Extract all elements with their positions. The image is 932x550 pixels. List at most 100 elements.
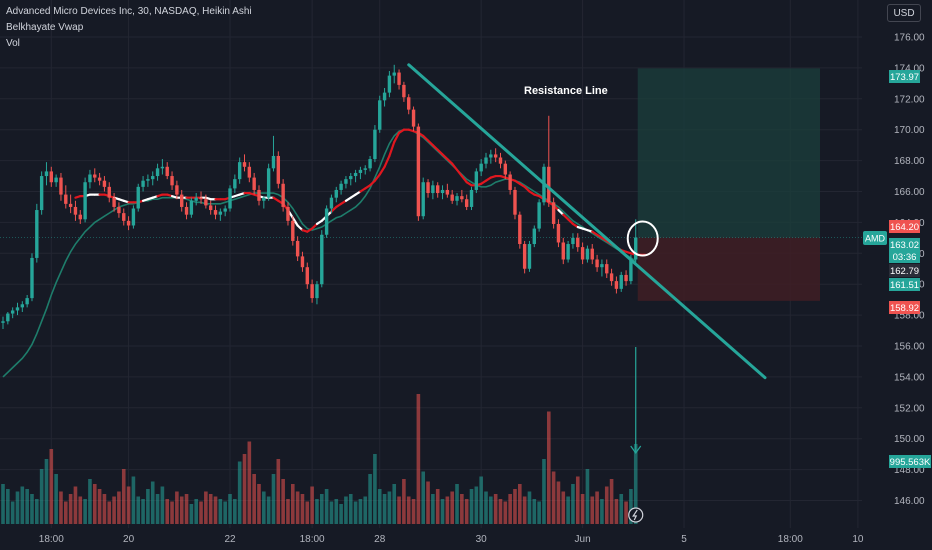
volume-bar [479,476,483,524]
time-tick-label: 20 [123,534,135,545]
volume-bar [450,491,454,524]
volume-bar [469,489,474,524]
time-tick-label: Jun [575,534,591,545]
volume-bar [493,494,498,524]
candle-body [10,310,15,314]
vwap-segment [296,224,304,232]
candle-body [218,211,223,215]
candle-body [237,162,242,180]
volume-bar [595,491,599,524]
symbol-badge [863,231,887,245]
volume-bar [387,491,392,524]
indicator-label[interactable]: Belkhayate Vwap [6,22,84,33]
volume-bar [237,461,242,524]
resistance-trendline[interactable] [407,63,767,380]
volume-bar [97,489,102,524]
volume-bar [571,484,575,524]
volume-bar [44,459,49,524]
volume-bar [59,491,63,524]
candle-body [537,202,541,229]
price-tick-label: 156.00 [894,342,925,353]
target-zone[interactable] [637,68,820,238]
candle-body [271,155,276,169]
volume-bar [353,501,358,524]
price-tick-label: 168.00 [894,156,925,167]
vwap-segment [431,144,439,151]
candle-body [93,174,97,178]
price-label-bg [889,301,920,314]
volume-bar [146,489,150,524]
volume-bar [416,394,421,524]
volume-bar [609,479,614,524]
stop-zone[interactable] [637,237,820,301]
candle-body [349,176,353,180]
time-tick-label: 22 [224,534,236,545]
volume-bar [339,504,343,524]
volume-bar [445,496,450,524]
candle-body [624,274,628,282]
volume-bar [179,496,184,524]
volume-bar [39,469,44,524]
volume-bar [213,496,218,524]
candle-body [527,244,532,269]
time-tick-label: 28 [374,534,386,545]
candle-body [474,171,479,190]
vwap-segment [557,208,565,216]
volume-bar [228,494,232,524]
volume-bar [527,491,532,524]
candle-body [175,185,179,195]
volume-bar [286,499,290,524]
candle-body [136,186,140,209]
candle-body [286,206,290,221]
volume-bar [561,491,566,524]
time-axis[interactable]: 18:00 20 22 18:00 28 30 Jun 5 18:00 10 [39,534,864,545]
volume-bar [508,494,512,524]
candle-body [295,240,300,257]
vwap-segment [291,216,299,227]
volume-bar [54,474,58,524]
resistance-label: Resistance Line [524,85,608,97]
volume-bar [551,471,556,524]
volume-bar [348,494,353,524]
time-tick-label: 18:00 [778,534,803,545]
candle-body [392,72,396,76]
volume-bar [474,486,479,524]
candle-body [199,197,203,200]
price-tick-label: 150.00 [894,434,925,445]
volume-bar [208,494,213,524]
candle-body [122,213,126,221]
candle-body [561,242,565,260]
down-arrow [630,347,642,455]
price-label-text: 162.79 [890,266,919,277]
candle-body [291,220,295,241]
candle-body [315,284,319,299]
event-flag-icon[interactable] [628,507,644,523]
volume-bar [121,469,126,524]
candle-body [300,256,305,268]
candle-body [469,189,474,207]
candle-body [547,166,551,203]
volume-bar [1,484,5,524]
currency-button[interactable]: USD [887,4,921,22]
candle-body [378,100,382,130]
candle-body [431,185,435,194]
candle-body [68,203,73,207]
volume-bar [489,496,493,524]
price-tick-label: 176.00 [894,33,925,44]
breakout-circle[interactable] [626,220,659,257]
candle-body [266,168,271,198]
volume-label[interactable]: Vol [6,38,20,49]
volume-bar [363,496,368,524]
candle-body [117,206,121,214]
candle-body [112,197,116,207]
candle-body [49,171,53,183]
volume-bar [619,494,624,524]
symbol-badge-text: AMD [865,234,886,244]
volume-bar [397,496,401,524]
volume-bar [112,496,116,524]
volume-bar [73,486,78,524]
candle-body [387,75,392,93]
volume-bar [585,469,590,524]
